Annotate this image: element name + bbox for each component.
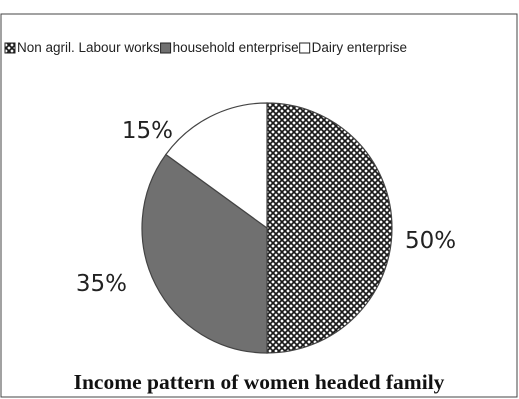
chart-legend: Non agril. Labour works household enterpr… bbox=[4, 40, 407, 55]
pie-slice-dairy-enterprise bbox=[165, 102, 268, 230]
pie-label-household-enterprise: 35% bbox=[76, 271, 127, 297]
legend-swatch-non-agril-labour-works bbox=[4, 42, 16, 54]
legend-swatch-dairy-enterprise bbox=[299, 42, 311, 54]
pie-slice-non-agril-labour-works bbox=[266, 102, 393, 354]
pie-label-dairy-enterprise: 15% bbox=[122, 118, 173, 144]
legend-label-household-enterprise: household enterprise bbox=[173, 40, 299, 55]
pie-slices bbox=[141, 102, 393, 354]
chart-border bbox=[0, 13, 518, 398]
pie-value-labels: 50% 35% 15% bbox=[76, 118, 456, 297]
pie-label-non-agril-labour-works: 50% bbox=[405, 228, 456, 254]
legend-label-dairy-enterprise: Dairy enterprise bbox=[312, 40, 407, 55]
chart-title: Income pattern of women headed family bbox=[74, 370, 445, 394]
pie-slice-household-enterprise bbox=[141, 153, 268, 354]
legend-label-non-agril-labour-works: Non agril. Labour works bbox=[17, 40, 160, 55]
legend-swatch-household-enterprise bbox=[160, 42, 172, 54]
